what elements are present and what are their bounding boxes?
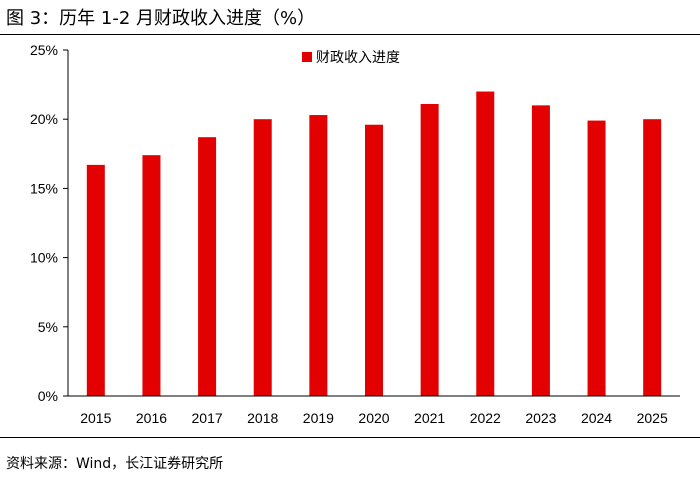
bar-2018 — [253, 119, 272, 396]
x-tick-label: 2022 — [470, 410, 501, 426]
y-tick-label: 10% — [30, 250, 58, 266]
x-tick-label: 2019 — [303, 410, 334, 426]
bar-2016 — [142, 155, 161, 396]
y-tick-label: 5% — [38, 319, 58, 335]
bar-series — [86, 91, 662, 397]
y-tick-label: 20% — [30, 111, 58, 127]
bar-2024 — [587, 120, 606, 397]
y-axis: 0% 5% 10% 15% 20% 25% — [30, 42, 69, 404]
x-tick-label: 2025 — [637, 410, 668, 426]
figure-title: 图 3：历年 1-2 月财政收入进度（%） — [6, 8, 316, 29]
bar-2022 — [476, 91, 495, 397]
legend: 财政收入进度 — [302, 50, 400, 66]
y-tick-label: 0% — [38, 388, 58, 404]
source-rule — [0, 437, 700, 438]
x-axis: 2015 2016 2017 2018 2019 2020 2021 2022 2023 2024… — [68, 395, 680, 426]
x-tick-label: 2023 — [525, 410, 556, 426]
bar-2023 — [531, 105, 550, 397]
bar-2017 — [198, 137, 217, 396]
bar-2021 — [420, 103, 439, 396]
source-note: 资料来源：Wind，长江证券研究所 — [6, 456, 224, 472]
bar-2019 — [309, 115, 328, 396]
y-tick-label: 25% — [30, 42, 58, 58]
legend-label: 财政收入进度 — [316, 50, 400, 66]
x-tick-label: 2018 — [247, 410, 278, 426]
bar-2020 — [365, 124, 383, 397]
y-tick-label: 15% — [30, 180, 58, 196]
x-tick-label: 2024 — [581, 410, 612, 426]
x-tick-label: 2021 — [414, 410, 445, 426]
x-tick-label: 2017 — [192, 410, 223, 426]
bar-2025 — [643, 119, 662, 396]
legend-swatch — [302, 52, 312, 62]
x-tick-label: 2020 — [358, 410, 389, 426]
x-tick-label: 2015 — [80, 410, 111, 426]
bar-2015 — [86, 164, 105, 396]
title-rule — [0, 34, 700, 35]
x-tick-label: 2016 — [136, 410, 167, 426]
